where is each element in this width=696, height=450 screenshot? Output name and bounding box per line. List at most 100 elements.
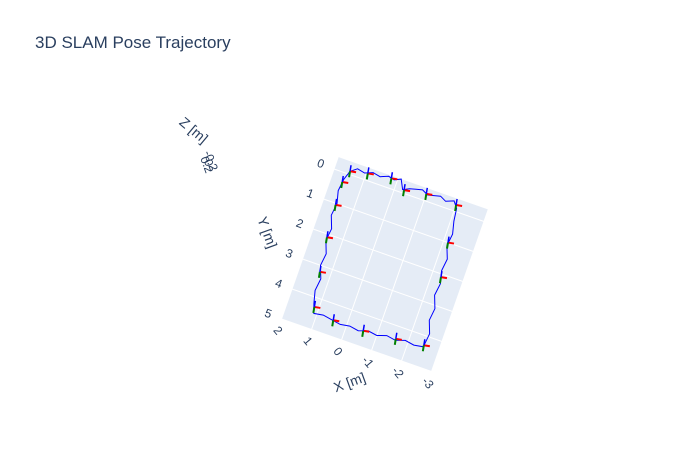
pose-y-axis bbox=[402, 189, 406, 197]
pose-y-axis bbox=[424, 193, 428, 201]
x-axis-title: X [m] bbox=[331, 369, 367, 395]
pose-marker bbox=[454, 198, 463, 212]
pose-z-axis bbox=[395, 332, 398, 339]
pose-marker bbox=[324, 231, 334, 244]
x-tick-label: -2 bbox=[389, 364, 407, 381]
x-gridline bbox=[311, 167, 369, 330]
y-gridline bbox=[302, 258, 453, 312]
pose-y-axis bbox=[312, 306, 316, 314]
pose-y-axis bbox=[340, 181, 344, 189]
pose-marker bbox=[421, 339, 431, 352]
pose-marker bbox=[365, 167, 374, 180]
x-tick-label: -1 bbox=[359, 353, 377, 370]
pose-y-axis bbox=[348, 171, 352, 178]
pose-z-axis bbox=[341, 175, 344, 183]
pose-z-axis bbox=[332, 314, 335, 321]
pose-marker bbox=[446, 236, 455, 249]
pose-marker bbox=[333, 198, 342, 212]
y-tick-label: 0 bbox=[315, 156, 326, 172]
pose-marker bbox=[348, 165, 357, 178]
pose-y-axis bbox=[438, 276, 442, 284]
pose-marker bbox=[424, 187, 433, 201]
pose-x-axis bbox=[367, 172, 374, 176]
z-axis-title: Z [m] bbox=[176, 114, 211, 147]
pose-z-axis bbox=[319, 265, 322, 272]
pose-x-axis bbox=[440, 276, 448, 280]
y-tick-label: 2 bbox=[294, 216, 305, 232]
y-axis-title: Y [m] bbox=[254, 214, 280, 250]
pose-x-axis bbox=[314, 305, 321, 309]
pose-x-axis bbox=[363, 329, 370, 333]
pose-marker bbox=[389, 172, 398, 185]
pose-marker bbox=[402, 184, 411, 197]
pose-marker bbox=[312, 300, 321, 314]
pose-x-axis bbox=[391, 177, 398, 181]
pose-x-axis bbox=[403, 189, 411, 193]
y-tick-label: 5 bbox=[263, 306, 274, 322]
pose-z-axis bbox=[425, 187, 429, 195]
pose-marker bbox=[438, 271, 448, 284]
y-tick-label: 3 bbox=[284, 246, 295, 262]
pose-x-axis bbox=[335, 203, 342, 207]
x-tick-label: 0 bbox=[330, 344, 345, 358]
x-tick-label: -3 bbox=[419, 374, 437, 391]
pose-x-axis bbox=[342, 181, 349, 184]
pose-x-axis bbox=[326, 236, 334, 240]
pose-y-axis bbox=[361, 330, 365, 337]
pose-y-axis bbox=[389, 178, 393, 185]
x-gridline bbox=[431, 209, 489, 372]
x-tick-label: 2 bbox=[270, 323, 285, 337]
z-tick-label: -0.2 bbox=[201, 149, 221, 174]
pose-y-axis bbox=[421, 345, 425, 352]
y-gridline bbox=[333, 168, 485, 222]
z-tick-label: 0.2 bbox=[197, 154, 216, 175]
pose-x-axis bbox=[349, 170, 357, 174]
z-tick-label: 0 bbox=[201, 157, 217, 168]
pose-marker bbox=[331, 314, 340, 327]
pose-x-axis bbox=[319, 270, 327, 274]
y-gridline bbox=[291, 288, 443, 342]
pose-y-axis bbox=[454, 204, 458, 212]
pose-x-axis bbox=[426, 192, 433, 196]
pose-z-axis bbox=[455, 198, 458, 206]
pose-y-axis bbox=[324, 237, 328, 244]
pose-y-axis bbox=[317, 271, 321, 278]
pose-x-axis bbox=[395, 337, 402, 341]
pose-markers bbox=[312, 165, 463, 352]
pose-z-axis bbox=[326, 231, 329, 238]
y-tick-label: 1 bbox=[305, 186, 316, 202]
pose-z-axis bbox=[440, 271, 443, 278]
chart-title: 3D SLAM Pose Trajectory bbox=[35, 33, 231, 52]
y-tick-label: 4 bbox=[273, 276, 284, 292]
pose-z-axis bbox=[423, 339, 426, 346]
x-gridline bbox=[281, 156, 339, 320]
x-gridline bbox=[401, 198, 459, 362]
pose-z-axis bbox=[367, 167, 370, 174]
x-gridline bbox=[341, 177, 399, 341]
grid bbox=[281, 156, 489, 372]
y-gridline bbox=[312, 228, 464, 282]
pose-y-axis bbox=[333, 204, 337, 212]
pose-marker bbox=[361, 324, 370, 337]
pose-x-axis bbox=[423, 344, 431, 348]
pose-z-axis bbox=[362, 324, 365, 331]
pose-marker bbox=[393, 332, 402, 345]
y-gridline bbox=[281, 318, 432, 372]
trajectory-line bbox=[313, 168, 458, 348]
pose-z-axis bbox=[313, 300, 317, 308]
pose-y-axis bbox=[446, 242, 449, 249]
pose-z-axis bbox=[334, 198, 338, 206]
x-gridline bbox=[371, 188, 429, 351]
pose-x-axis bbox=[455, 204, 463, 207]
pose-x-axis bbox=[333, 319, 340, 323]
pose-y-axis bbox=[365, 173, 369, 180]
x-tick-label: 1 bbox=[300, 334, 315, 348]
pose-z-axis bbox=[447, 236, 450, 243]
pose-marker bbox=[317, 265, 327, 278]
pose-x-axis bbox=[447, 241, 455, 245]
pose-y-axis bbox=[393, 338, 397, 345]
pose-marker bbox=[340, 175, 349, 189]
pose-y-axis bbox=[331, 320, 335, 327]
